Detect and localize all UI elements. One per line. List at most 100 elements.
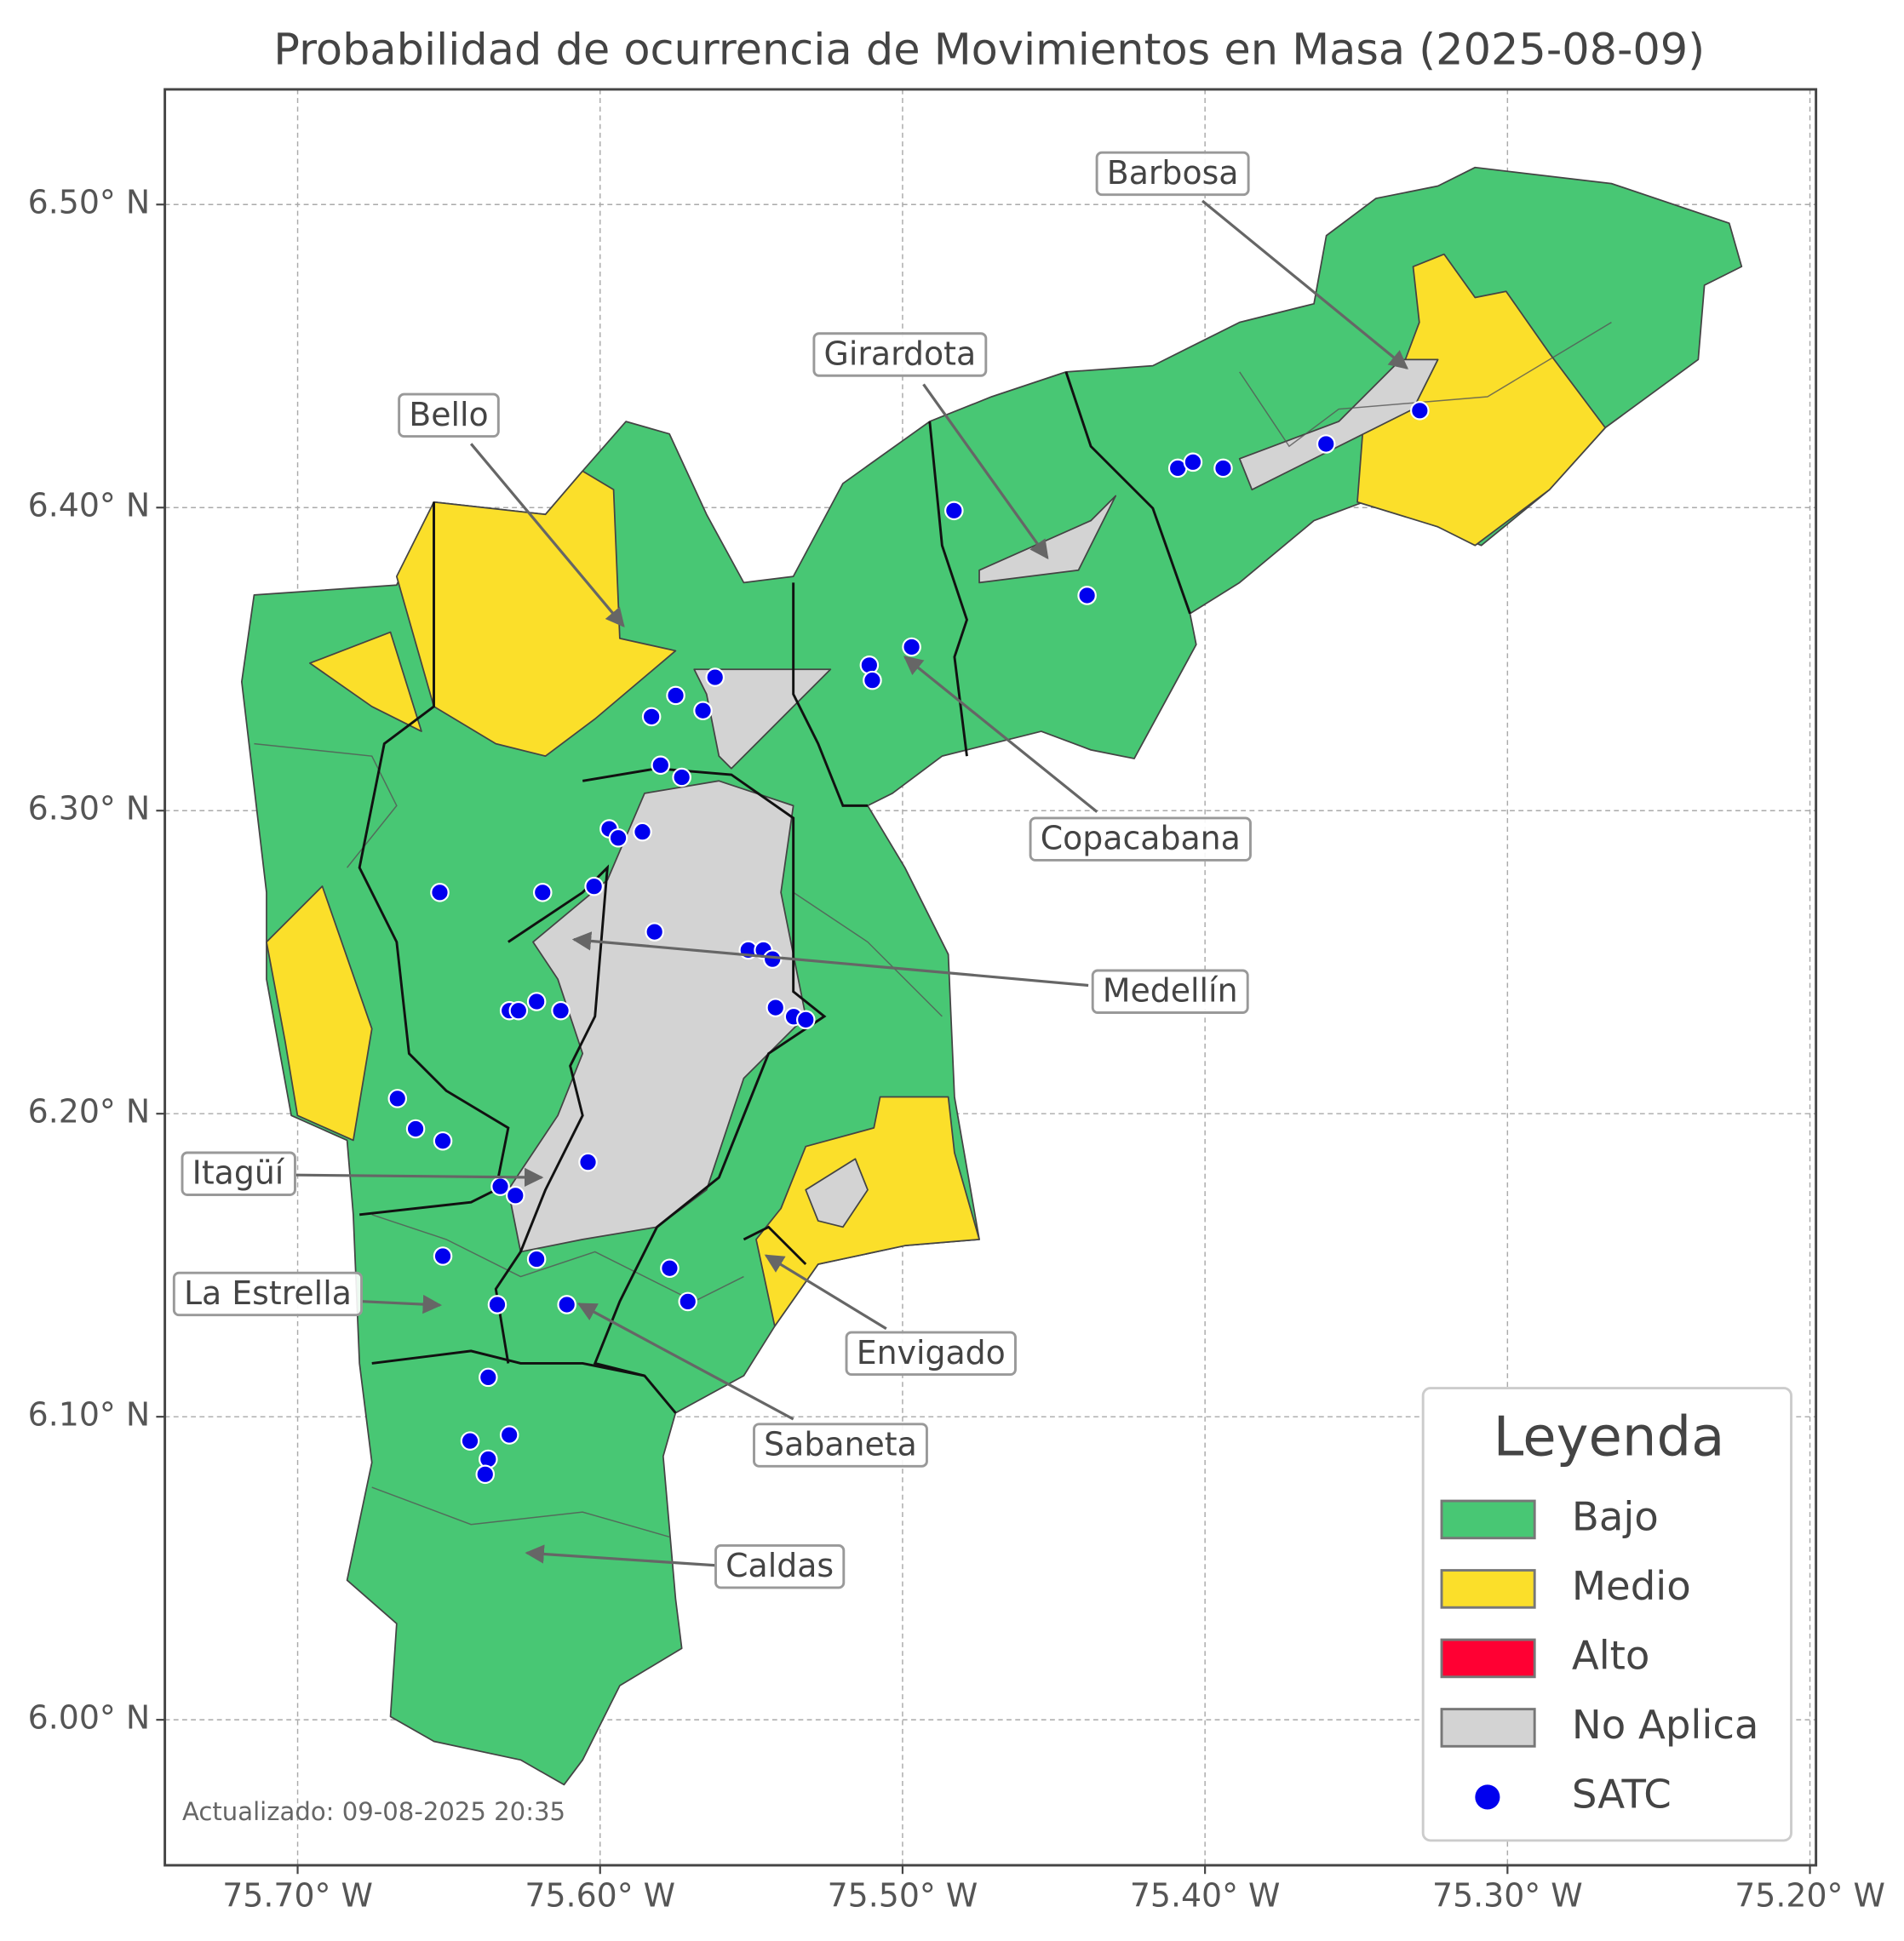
x-tick-label: 75.70° W (222, 1876, 373, 1914)
satc-point (433, 1246, 453, 1266)
satc-points (387, 401, 1430, 1485)
satc-point (1077, 586, 1097, 605)
satc-point (526, 1249, 547, 1269)
satc-point (557, 1295, 576, 1314)
annotation-arrow (525, 1544, 716, 1567)
satc-point (475, 1464, 496, 1485)
region-medio (266, 885, 373, 1142)
annotation-arrow (922, 383, 1049, 560)
satc-point (551, 1000, 571, 1021)
satc-point (433, 1131, 453, 1151)
x-tick-label: 75.40° W (1130, 1876, 1281, 1914)
annotation-label: Envigado (857, 1334, 1006, 1371)
satc-point (387, 1089, 408, 1108)
satc-point (584, 876, 604, 896)
y-tick-label: 6.10° N (28, 1396, 150, 1434)
annotation-box (1029, 816, 1252, 862)
annotation-arrow (903, 656, 1098, 813)
legend-label: Alto (1572, 1632, 1650, 1678)
legend-label: No Aplica (1572, 1702, 1759, 1748)
annotation-arrow (361, 1294, 443, 1314)
legend-marker (1475, 1784, 1500, 1810)
legend: Leyenda Bajo Medio Alto No Aplica SATC (1421, 1387, 1792, 1842)
satc-point (1410, 401, 1430, 421)
region-medio (755, 1096, 980, 1327)
municipal-boundary (582, 767, 827, 1414)
annotation-box (753, 1423, 928, 1468)
satc-point (678, 1291, 698, 1312)
annotation-box (845, 1331, 1017, 1377)
satc-point (633, 822, 652, 842)
annotation-arrow (295, 1167, 544, 1188)
satc-point (1316, 434, 1336, 454)
legend-swatch (1440, 1499, 1536, 1540)
legend-swatch (1440, 1638, 1536, 1679)
satc-point (762, 949, 783, 969)
x-tick-label: 75.50° W (828, 1876, 978, 1914)
satc-point (651, 755, 671, 776)
region-no-aplica (693, 668, 832, 770)
annotation-label: La Estrella (184, 1274, 352, 1312)
municipal-boundary (371, 1349, 645, 1377)
satc-point (766, 998, 786, 1017)
satc-point (795, 1010, 816, 1030)
legend-swatch (1440, 1708, 1536, 1748)
annotation-arrow (764, 1254, 887, 1331)
satc-point (532, 883, 553, 902)
x-tick-label: 75.30° W (1432, 1876, 1583, 1914)
annotation-box (398, 392, 500, 438)
satc-point (705, 667, 725, 687)
municipal-boundary (928, 421, 969, 757)
annotation-label: Itagüí (192, 1154, 285, 1192)
satc-point (641, 707, 662, 727)
annotation-label: Caldas (725, 1547, 834, 1584)
annotation-label: Barbosa (1107, 154, 1239, 192)
satc-point (902, 637, 921, 657)
annotation-label: Sabaneta (764, 1426, 917, 1463)
boundary (1239, 322, 1612, 448)
satc-point (660, 1258, 680, 1279)
boundary (371, 1486, 670, 1537)
boundary (793, 891, 943, 1017)
satc-point (526, 992, 547, 1011)
boundary (254, 742, 398, 868)
annotation-label: Girardota (824, 335, 977, 372)
annotation-box (1095, 151, 1250, 197)
y-tick-label: 6.30° N (28, 790, 150, 827)
boundary (371, 1214, 744, 1303)
y-tick-label: 6.50° N (28, 184, 150, 221)
region-no-aplica (805, 1158, 869, 1228)
satc-point (460, 1431, 480, 1451)
satc-point (499, 1425, 519, 1445)
annotation-arrow (571, 931, 1089, 988)
satc-point (487, 1295, 508, 1314)
annotations: Barbosa Girardota Bello Copacabana Medellín I… (172, 151, 1408, 1589)
legend-label: SATC (1572, 1771, 1672, 1817)
annotation-box (1091, 969, 1249, 1014)
annotation-box (714, 1544, 846, 1589)
region-no-aplica (978, 495, 1117, 584)
legend-title: Leyenda (1494, 1406, 1725, 1469)
satc-point (863, 670, 882, 690)
satc-point (506, 1186, 525, 1205)
region-medio (309, 631, 422, 732)
satc-point (672, 767, 691, 787)
region-no-aplica (1238, 358, 1439, 491)
annotation-box (181, 1151, 296, 1196)
legend-swatch (1440, 1569, 1536, 1609)
satc-point (666, 685, 685, 706)
satc-point (479, 1367, 498, 1388)
chart-title: Probabilidad de ocurrencia de Movimiento… (273, 25, 1705, 75)
x-tick-label: 75.60° W (525, 1876, 675, 1914)
plot-frame (163, 88, 1818, 1867)
y-tick-label: 6.00° N (28, 1699, 150, 1737)
annotation-arrow (576, 1303, 794, 1421)
y-tick-label: 6.40° N (28, 487, 150, 524)
satc-point (405, 1119, 426, 1139)
satc-point (430, 883, 450, 902)
annotation-label: Bello (409, 396, 488, 433)
satc-point (578, 1152, 598, 1172)
satc-point (1213, 458, 1233, 478)
y-tick-label: 6.20° N (28, 1093, 150, 1131)
